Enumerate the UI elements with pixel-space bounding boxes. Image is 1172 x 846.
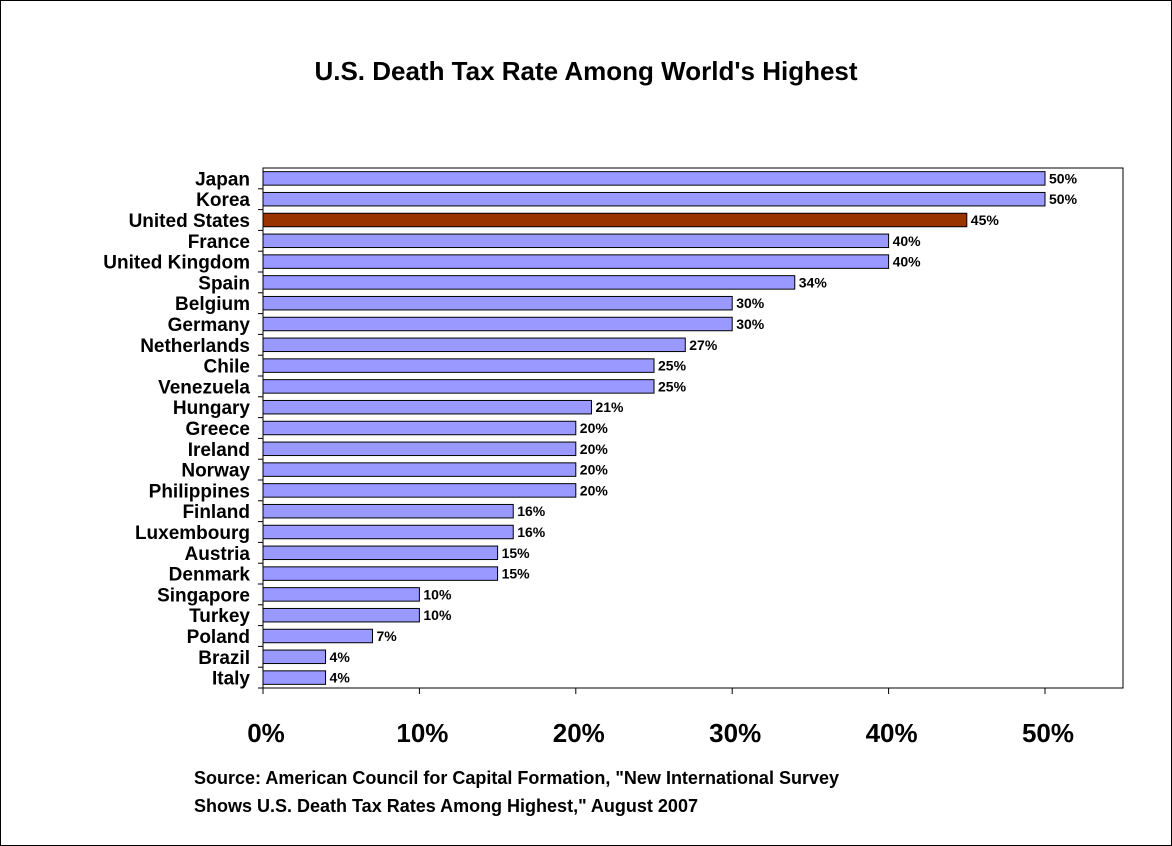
bar-hungary <box>262 399 592 415</box>
bar-norway <box>262 462 577 477</box>
bar-korea <box>262 191 1046 207</box>
category-label: Ireland <box>188 440 250 461</box>
category-label: Denmark <box>169 565 251 586</box>
category-label: Luxembourg <box>135 523 250 544</box>
data-label: 45% <box>971 212 1000 228</box>
bar-luxembourg <box>262 524 514 540</box>
bars <box>262 171 1046 685</box>
category-label: Japan <box>195 169 250 190</box>
source-line-1: Source: American Council for Capital For… <box>194 768 839 788</box>
data-label: 25% <box>658 378 687 394</box>
bar-united-kingdom <box>262 254 890 269</box>
data-label: 20% <box>580 420 609 436</box>
bar-germany <box>262 316 733 332</box>
data-label: 34% <box>799 274 828 290</box>
x-tick-label: 0% <box>247 718 285 748</box>
bar-ireland <box>262 441 577 457</box>
bar-venezuela <box>262 379 655 394</box>
category-label: United Kingdom <box>103 253 250 274</box>
data-label: 20% <box>580 462 609 478</box>
category-label: Brazil <box>198 648 250 669</box>
bar-poland <box>262 628 373 644</box>
data-label: 30% <box>736 295 765 311</box>
x-tick-label: 20% <box>553 718 605 748</box>
category-label: France <box>188 232 250 253</box>
bar-brazil <box>262 649 327 665</box>
x-tick-label: 40% <box>866 718 918 748</box>
category-label: Spain <box>198 273 250 294</box>
category-label: Greece <box>186 419 250 440</box>
category-label: Netherlands <box>140 336 250 357</box>
category-label: Turkey <box>189 606 250 627</box>
x-tick-label: 30% <box>709 718 761 748</box>
category-label: Philippines <box>149 481 250 502</box>
category-label: Austria <box>185 544 251 565</box>
category-label: Belgium <box>175 294 250 315</box>
data-label: 30% <box>736 316 765 332</box>
data-label: 50% <box>1049 191 1078 207</box>
data-label: 25% <box>658 358 687 374</box>
bar-philippines <box>262 483 577 498</box>
source-note: Source: American Council for Capital For… <box>194 764 839 820</box>
bar-singapore <box>262 587 420 602</box>
bar-austria <box>262 545 499 561</box>
data-label: 7% <box>376 628 397 644</box>
x-axis: 0% 10% 20% 30% 40% 50% <box>247 688 1074 748</box>
bar-italy <box>262 670 327 685</box>
bar-belgium <box>262 295 733 311</box>
bar-turkey <box>262 607 420 623</box>
data-label: 50% <box>1049 170 1078 186</box>
category-label: Singapore <box>157 585 250 606</box>
chart-title: U.S. Death Tax Rate Among World's Highes… <box>314 56 858 86</box>
bar-spain <box>262 275 796 290</box>
data-label: 20% <box>580 482 609 498</box>
data-label: 10% <box>423 607 452 623</box>
data-label: 16% <box>517 524 546 540</box>
bar-denmark <box>262 566 499 581</box>
data-label: 16% <box>517 503 546 519</box>
category-label: United States <box>129 211 250 232</box>
x-tick-label: 10% <box>396 718 448 748</box>
bar-greece <box>262 420 577 436</box>
category-label: Hungary <box>173 398 251 419</box>
data-label: 40% <box>893 233 922 249</box>
category-label: Chile <box>204 357 250 378</box>
data-label: 27% <box>689 337 718 353</box>
data-label: 4% <box>330 649 351 665</box>
data-label: 10% <box>423 586 452 602</box>
data-label: 4% <box>330 670 351 686</box>
bar-united-states <box>262 212 968 228</box>
data-labels: 50%50%45%40%40%34%30%30%27%25%25%21%20%2… <box>330 170 1078 685</box>
category-label: Germany <box>168 315 251 336</box>
category-label: Venezuela <box>158 377 250 398</box>
x-tick-label: 50% <box>1022 718 1074 748</box>
category-label: Korea <box>196 190 250 211</box>
category-label: Norway <box>181 461 250 482</box>
bar-france <box>262 233 890 249</box>
category-label: Poland <box>187 627 250 648</box>
data-label: 21% <box>595 399 624 415</box>
bar-chile <box>262 358 655 373</box>
source-line-2: Shows U.S. Death Tax Rates Among Highest… <box>194 796 698 816</box>
data-label: 15% <box>502 545 531 561</box>
bar-netherlands <box>262 337 686 353</box>
bar-finland <box>262 503 514 519</box>
data-label: 40% <box>893 254 922 270</box>
category-label: Finland <box>182 502 250 523</box>
data-label: 20% <box>580 441 609 457</box>
category-label: Italy <box>212 669 250 690</box>
bar-japan <box>262 171 1046 186</box>
data-label: 15% <box>502 566 531 582</box>
